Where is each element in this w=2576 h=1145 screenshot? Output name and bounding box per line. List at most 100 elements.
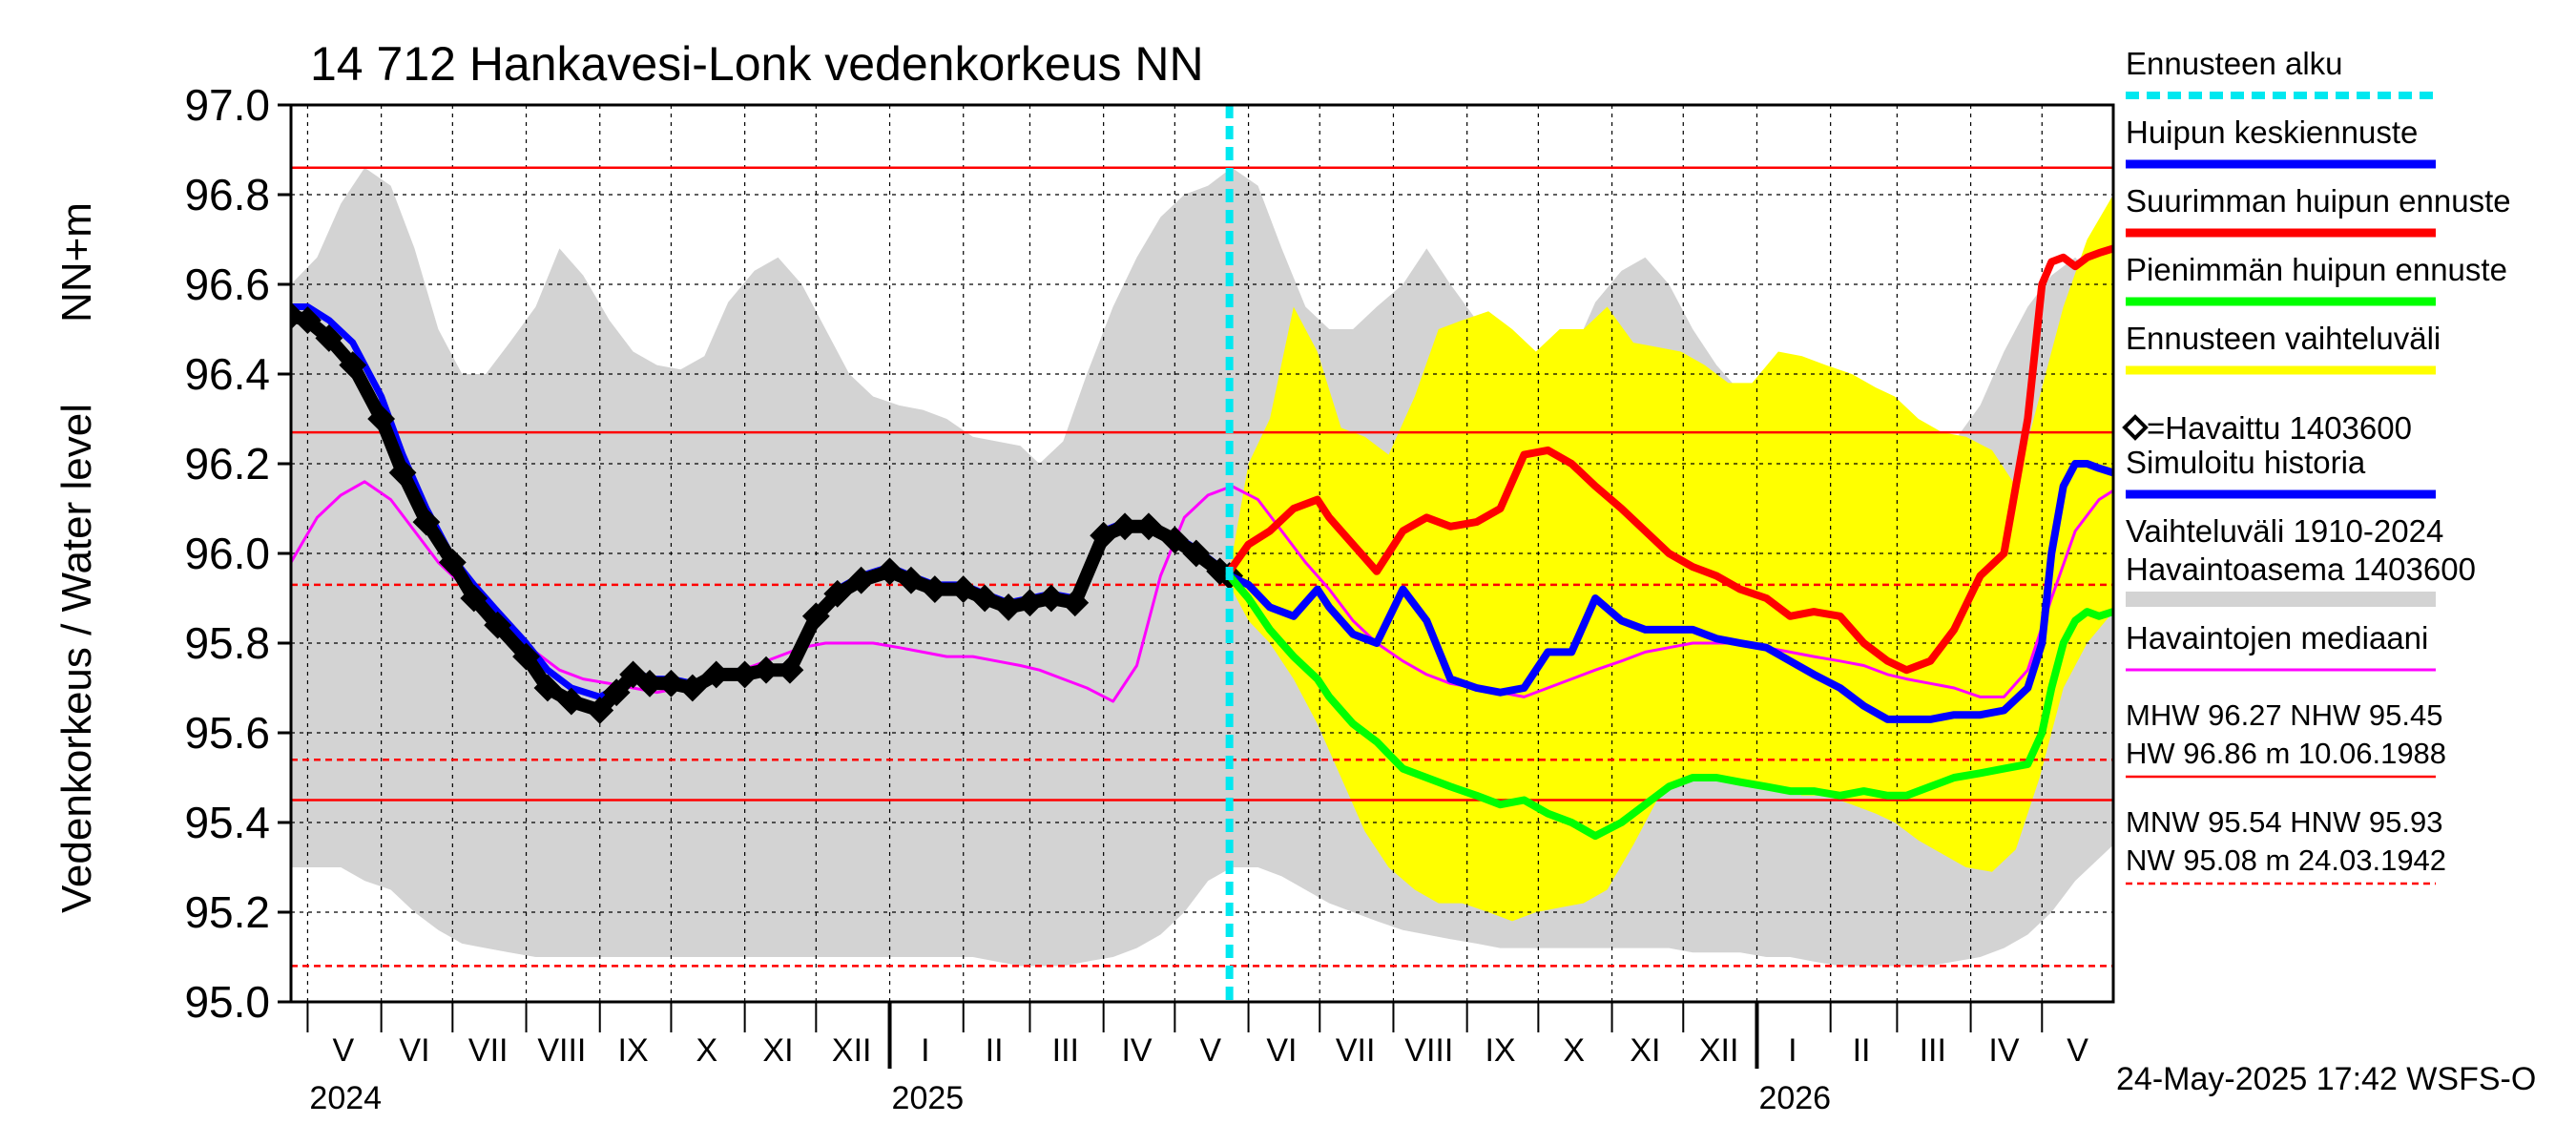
observed-point — [970, 584, 999, 613]
x-month-label: VII — [468, 1032, 509, 1069]
observed-point — [678, 674, 707, 702]
x-month-label: IV — [1988, 1032, 2019, 1069]
legend-label: Suurimman huipun ennuste — [2126, 183, 2511, 219]
x-month-label: I — [921, 1032, 929, 1069]
observed-point — [412, 508, 441, 536]
x-month-label: XI — [1630, 1032, 1660, 1069]
observed-point — [438, 548, 467, 576]
x-month-label: XII — [1699, 1032, 1739, 1069]
observed-point — [801, 602, 830, 631]
observed-point — [949, 575, 978, 604]
legend-label: =Havaittu 1403600 — [2147, 410, 2412, 446]
observed-point — [823, 579, 852, 608]
observed-point — [702, 660, 731, 689]
series-group — [291, 244, 2113, 841]
y-tick-label: 96.6 — [184, 260, 270, 309]
legend-label: Ennusteen alku — [2126, 46, 2343, 81]
observed-point — [1111, 512, 1139, 541]
x-year-label: 2026 — [1758, 1080, 1831, 1116]
x-month-label: X — [696, 1032, 717, 1069]
observed-point — [635, 669, 664, 697]
chart-title: 14 712 Hankavesi-Lonk vedenkorkeus NN — [310, 37, 1204, 91]
x-year-label: 2024 — [309, 1080, 382, 1116]
observed-point — [897, 566, 925, 594]
x-month-label: IX — [618, 1032, 649, 1069]
observed-point — [847, 566, 876, 594]
observed-point — [291, 302, 305, 330]
observed-point — [533, 674, 562, 702]
y-tick-label: 95.6 — [184, 708, 270, 758]
legend-stat-line: MNW 95.54 HNW 95.93 — [2126, 805, 2443, 839]
bands-group — [291, 167, 2113, 967]
observed-point — [586, 697, 614, 724]
x-month-label: II — [986, 1032, 1004, 1069]
observed-point — [876, 557, 904, 586]
y-axis-label: Vedenkorkeus / Water level — [53, 404, 100, 913]
observed-point — [657, 669, 685, 697]
x-month-label: III — [1052, 1032, 1079, 1069]
legend-marker-observed — [2122, 414, 2149, 441]
y-tick-label: 96.4 — [184, 349, 270, 399]
x-month-label: V — [2067, 1032, 2088, 1069]
observed-point — [339, 351, 367, 380]
observed-point — [1037, 584, 1066, 613]
plot-area — [291, 105, 2113, 1002]
x-year-label: 2025 — [892, 1080, 965, 1116]
observed-point — [484, 611, 512, 639]
x-month-label: VI — [399, 1032, 429, 1069]
observed-point — [1090, 521, 1118, 550]
grid-group — [291, 105, 2113, 1002]
observed-point — [602, 678, 631, 707]
observed-point — [1134, 512, 1163, 541]
legend-label: Havaintojen mediaani — [2126, 620, 2428, 656]
observed-point — [1182, 539, 1211, 568]
y-tick-label: 97.0 — [184, 80, 270, 130]
legend-label: Pienimmän huipun ennuste — [2126, 252, 2507, 287]
legend-stat-line: NW 95.08 m 24.03.1942 — [2126, 843, 2446, 877]
x-month-label: V — [332, 1032, 354, 1069]
x-month-label: II — [1853, 1032, 1871, 1069]
x-month-label: VII — [1336, 1032, 1376, 1069]
legend: Ennusteen alku Huipun keskiennuste Suurimm… — [2122, 46, 2511, 885]
reference-lines-group — [291, 166, 2113, 968]
observed-point — [776, 656, 804, 684]
x-month-label: I — [1788, 1032, 1797, 1069]
series-0 — [291, 480, 2113, 703]
legend-label: Havaintoasema 1403600 — [2126, 552, 2476, 587]
y-axis-unit: NN+m — [53, 202, 100, 323]
x-month-label: IV — [1121, 1032, 1152, 1069]
legend-label: Simuloitu historia — [2126, 445, 2366, 480]
observed-point — [921, 575, 949, 604]
x-month-label: VIII — [1404, 1032, 1453, 1069]
x-month-label: IX — [1485, 1032, 1515, 1069]
legend-label: Huipun keskiennuste — [2126, 114, 2418, 150]
observed-point — [1061, 589, 1090, 617]
series-5 — [1225, 572, 2113, 841]
x-month-label: XII — [832, 1032, 872, 1069]
legend-swatch — [2126, 592, 2436, 607]
observed-point — [294, 306, 322, 335]
legend-stat-line: MHW 96.27 NHW 95.45 — [2126, 698, 2443, 732]
y-tick-label: 95.0 — [184, 977, 270, 1027]
observed-point — [367, 405, 396, 433]
observed-point — [1160, 526, 1189, 554]
observed-point — [460, 584, 488, 613]
x-month-label: VIII — [537, 1032, 586, 1069]
y-tick-label: 95.4 — [184, 798, 270, 847]
y-tick-label: 95.2 — [184, 887, 270, 937]
series-3 — [1225, 460, 2113, 723]
legend-label: Ennusteen vaihteluväli — [2126, 321, 2441, 356]
observed-point — [752, 656, 780, 684]
observed-point — [388, 458, 417, 487]
legend-stat-line: HW 96.86 m 10.06.1988 — [2126, 737, 2446, 770]
axes-group: 95.0 95.2 95.4 95.6 95.8 96.0 96.2 96.4 96.6 96.8… — [184, 80, 2088, 1116]
y-tick-label: 96.8 — [184, 170, 270, 219]
y-tick-label: 96.0 — [184, 529, 270, 578]
series-4 — [1225, 244, 2113, 675]
observed-point — [557, 687, 586, 716]
x-month-label: III — [1920, 1032, 1946, 1069]
x-month-label: VI — [1266, 1032, 1297, 1069]
footer-timestamp: 24-May-2025 17:42 WSFS-O — [2116, 1061, 2536, 1097]
x-month-label: X — [1563, 1032, 1585, 1069]
